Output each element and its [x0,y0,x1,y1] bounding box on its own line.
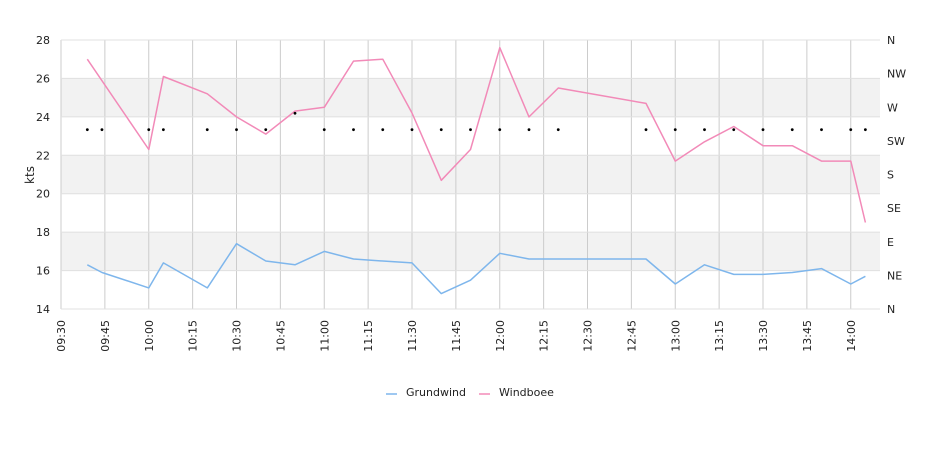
direction-point [352,128,355,132]
direction-point [556,128,560,132]
x-tick-label: 11:00 [318,320,331,352]
horizontal-gridlines [61,39,880,310]
y-tick-label: 26 [36,72,50,85]
legend: Grundwind Windboee [386,386,554,399]
y-tick-label: 14 [36,303,50,316]
x-tick-label: 13:30 [757,320,770,352]
x-tick-label: 11:45 [450,320,463,352]
direction-point [863,128,867,132]
direction-point [235,128,238,132]
direction-point [439,128,443,132]
direction-point [498,128,502,132]
plot-bands [61,78,880,271]
direction-tick-label: SE [887,202,901,215]
x-tick-label: 09:45 [99,320,112,352]
direction-point [673,128,677,132]
x-tick-label: 12:00 [494,320,507,352]
plot-band [61,78,880,117]
direction-point [147,128,151,132]
direction-point [381,128,385,132]
direction-tick-label: E [887,236,894,249]
direction-markers [85,111,867,132]
direction-point [322,128,326,132]
y-axis-label: kts [23,166,37,184]
x-tick-label: 09:30 [55,320,68,352]
direction-point [644,128,648,132]
y-tick-label: 18 [36,226,50,239]
legend-label: Grundwind [406,386,466,399]
x-tick-label: 13:45 [801,320,814,352]
legend-label: Windboee [499,386,554,399]
x-tick-label: 13:15 [713,320,726,352]
x-tick-label: 12:45 [625,320,638,352]
direction-point [85,128,89,132]
direction-tick-labels: N NE E SE S SW W NW N [887,34,906,316]
x-tick-label: 12:30 [582,320,595,352]
direction-point [761,128,765,132]
x-tick-label: 10:15 [187,320,200,352]
direction-point [849,128,853,132]
direction-tick-label: W [887,101,898,114]
direction-point [820,128,823,132]
direction-tick-label: SW [887,135,905,148]
direction-point [469,128,472,132]
direction-point [527,128,531,132]
direction-point [293,111,297,115]
direction-tick-label: N [887,303,895,316]
x-tick-label: 12:15 [538,320,551,352]
direction-point [410,128,414,132]
x-tick-label: 13:00 [669,320,682,352]
plot-band [61,155,880,194]
direction-point [790,128,794,132]
y-tick-label: 16 [36,265,50,278]
y-tick-label: 28 [36,34,50,47]
x-tick-label: 10:45 [274,320,287,352]
direction-point [703,128,706,132]
y-tick-label: 24 [36,111,50,124]
direction-tick-label: S [887,169,894,182]
direction-point [161,128,165,132]
y-tick-labels: 14 16 18 20 22 24 26 28 [36,34,50,316]
x-tick-labels: 09:30 09:45 10:00 10:15 10:30 10:45 11:00 11:15… [55,320,858,352]
y-tick-label: 22 [36,149,50,162]
direction-tick-label: NE [887,269,902,282]
plot-band [61,232,880,271]
x-tick-label: 14:00 [845,320,858,352]
direction-point [100,128,104,132]
direction-point [264,128,268,132]
series-line-grundwind [86,242,866,295]
x-tick-label: 11:15 [362,320,375,352]
vertical-gridlines [60,40,852,309]
x-tick-label: 10:30 [231,320,244,352]
direction-tick-label: N [887,34,895,47]
direction-point [732,128,736,132]
direction-point [205,128,209,132]
x-tick-label: 11:30 [406,320,419,352]
series-line-windboee [86,46,867,223]
y-tick-label: 20 [36,188,50,201]
direction-tick-label: NW [887,68,906,81]
x-tick-label: 10:00 [143,320,156,352]
series-lines [86,46,867,295]
